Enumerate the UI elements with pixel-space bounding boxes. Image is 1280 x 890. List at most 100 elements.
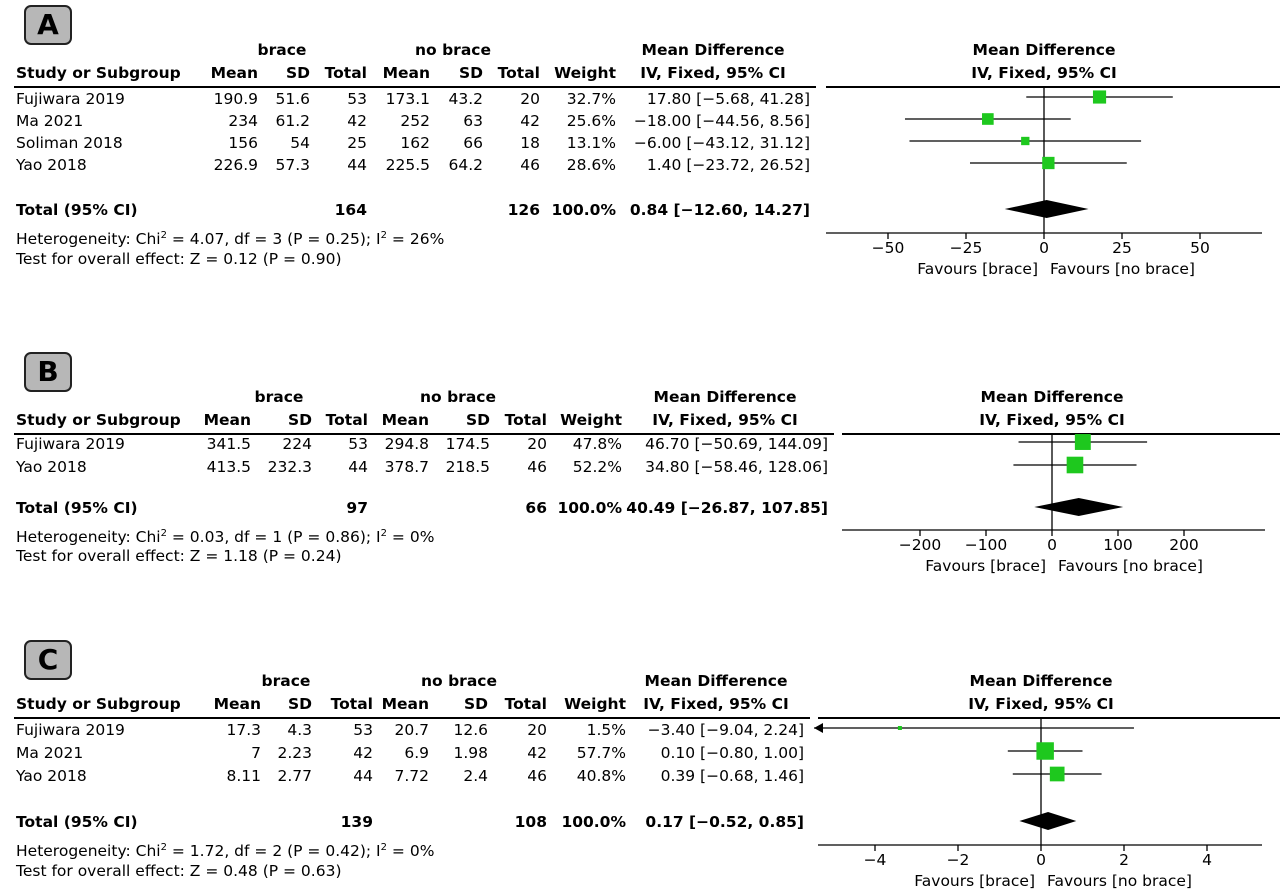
- panel-b-label: B: [24, 352, 72, 392]
- panel-c-row-ci: 0.10 [−0.80, 1.00]: [660, 744, 804, 762]
- panel-b-favours-left: Favours [brace]: [925, 557, 1046, 575]
- panel-c-overall-effect: Test for overall effect: Z = 0.48 (P = 0…: [16, 862, 342, 880]
- panel-a-row-weight: 13.1%: [566, 134, 616, 152]
- panel-c-label: C: [24, 640, 72, 680]
- panel-a-row-ci: −6.00 [−43.12, 31.12]: [633, 134, 810, 152]
- panel-b-plot-header-mean-difference: Mean Difference: [980, 388, 1124, 406]
- panel-c-row-study: Fujiwara 2019: [16, 721, 125, 739]
- panel-a-row-e-sd: 57.3: [275, 156, 310, 174]
- panel-a-x-tick-label: 50: [1190, 239, 1210, 257]
- panel-c-x-tick-label: −4: [864, 851, 887, 869]
- panel-a-point-square: [1021, 136, 1030, 146]
- panel-a-row-c-sd: 63: [463, 112, 483, 130]
- panel-c-row-ci: 0.39 [−0.68, 1.46]: [660, 767, 804, 785]
- panel-b-point-square: [1074, 434, 1091, 450]
- panel-a-point-square: [1092, 90, 1107, 104]
- panel-c-row-study: Yao 2018: [16, 767, 87, 785]
- panel-c-plot-header-rule: [818, 717, 1280, 719]
- panel-b-total-label: Total (95% CI): [16, 499, 138, 517]
- panel-b-total-e-total: 97: [346, 499, 368, 517]
- panel-a-header-no-brace: no brace: [415, 41, 491, 59]
- panel-b-row-weight: 47.8%: [572, 435, 622, 453]
- panel-b-row-c-total: 20: [527, 435, 547, 453]
- panel-c-header-e-total: Total: [330, 695, 373, 713]
- panel-c-row-weight: 1.5%: [586, 721, 626, 739]
- panel-b-row-c-total: 46: [527, 458, 547, 476]
- panel-b-x-tick-label: −100: [965, 536, 1008, 554]
- panel-c-row-e-total: 53: [353, 721, 373, 739]
- panel-c-row-c-total: 20: [527, 721, 547, 739]
- panel-a-header-e-mean: Mean: [210, 64, 258, 82]
- panel-a-x-tick-label: −50: [872, 239, 905, 257]
- panel-a-heterogeneity: Heterogeneity: Chi2 = 4.07, df = 3 (P = …: [16, 230, 445, 249]
- panel-c-point-square: [1049, 766, 1065, 782]
- panel-b-header-mean-difference: Mean Difference: [653, 388, 797, 406]
- panel-b-row-e-mean: 341.5: [206, 435, 251, 453]
- panel-c-row-e-mean: 8.11: [226, 767, 261, 785]
- panel-a-x-tick-label: 25: [1112, 239, 1132, 257]
- panel-b-row-c-mean: 294.8: [384, 435, 429, 453]
- panel-a-row-c-sd: 66: [463, 134, 483, 152]
- panel-c-header-c-total: Total: [504, 695, 547, 713]
- panel-a-total-ci: 0.84 [−12.60, 14.27]: [629, 201, 810, 219]
- panel-b-favours-right: Favours [no brace]: [1058, 557, 1203, 575]
- panel-a-header-e-total: Total: [324, 64, 367, 82]
- panel-b-row-e-sd: 232.3: [267, 458, 312, 476]
- panel-c-row-c-mean: 20.7: [394, 721, 429, 739]
- panel-a-row-e-mean: 156: [228, 134, 258, 152]
- panel-a-row-c-total: 18: [520, 134, 540, 152]
- panel-a-total-c-total: 126: [507, 201, 540, 219]
- panel-b-x-tick-label: 100: [1103, 536, 1133, 554]
- panel-a-row-e-total: 25: [347, 134, 367, 152]
- panel-b-plot-header-rule: [842, 433, 1280, 435]
- panel-c-row-ci: −3.40 [−9.04, 2.24]: [647, 721, 804, 739]
- panel-c-row-weight: 57.7%: [576, 744, 626, 762]
- panel-c-header-brace: brace: [261, 672, 311, 690]
- panel-c-row-c-mean: 7.72: [394, 767, 429, 785]
- panel-a-header-brace: brace: [257, 41, 307, 59]
- panel-b-row-study: Fujiwara 2019: [16, 435, 125, 453]
- panel-b-row-ci: 46.70 [−50.69, 144.09]: [645, 435, 828, 453]
- panel-b-row-weight: 52.2%: [572, 458, 622, 476]
- panel-a-row-e-sd: 61.2: [275, 112, 310, 130]
- panel-a-total-weight: 100.0%: [551, 201, 616, 219]
- panel-c-row-c-sd: 12.6: [453, 721, 488, 739]
- panel-a-header-study: Study or Subgroup: [16, 64, 181, 82]
- panel-a-total-e-total: 164: [334, 201, 367, 219]
- panel-b-header-no-brace: no brace: [420, 388, 496, 406]
- panel-b-header-c-total: Total: [504, 411, 547, 429]
- panel-a-row-weight: 32.7%: [566, 90, 616, 108]
- panel-c-total-e-total: 139: [340, 813, 373, 831]
- panel-c-row-e-sd: 2.23: [277, 744, 312, 762]
- panel-c-total-c-total: 108: [514, 813, 547, 831]
- panel-c-point-square: [1036, 742, 1054, 760]
- panel-b-row-c-sd: 174.5: [445, 435, 490, 453]
- panel-a-header-c-sd: SD: [458, 64, 483, 82]
- panel-a-x-tick-label: 0: [1039, 239, 1049, 257]
- panel-a-row-e-mean: 190.9: [213, 90, 258, 108]
- panel-c-header-c-sd: SD: [463, 695, 488, 713]
- panel-c-row-e-total: 42: [353, 744, 373, 762]
- panel-b-x-tick-label: 200: [1169, 536, 1199, 554]
- panel-a-row-ci: −18.00 [−44.56, 8.56]: [633, 112, 810, 130]
- panel-a-row-e-mean: 226.9: [213, 156, 258, 174]
- panel-a-row-e-sd: 54: [290, 134, 310, 152]
- panel-c-header-mean-difference: Mean Difference: [644, 672, 788, 690]
- panel-a-row-c-mean: 225.5: [385, 156, 430, 174]
- panel-c-row-weight: 40.8%: [576, 767, 626, 785]
- panel-c-row-e-sd: 2.77: [277, 767, 312, 785]
- panel-b-row-study: Yao 2018: [16, 458, 87, 476]
- panel-c-heterogeneity: Heterogeneity: Chi2 = 1.72, df = 2 (P = …: [16, 842, 435, 861]
- panel-a-row-c-sd: 64.2: [448, 156, 483, 174]
- panel-c-row-c-mean: 6.9: [404, 744, 429, 762]
- panel-c-plot-header-method: IV, Fixed, 95% CI: [968, 695, 1114, 713]
- panel-b-heterogeneity: Heterogeneity: Chi2 = 0.03, df = 1 (P = …: [16, 528, 435, 547]
- panel-a-plot-header-mean-difference: Mean Difference: [972, 41, 1116, 59]
- panel-a-total-diamond: [1004, 200, 1089, 218]
- panel-a-plot-header-method: IV, Fixed, 95% CI: [971, 64, 1117, 82]
- panel-c-x-tick-label: −2: [947, 851, 970, 869]
- panel-b-row-e-sd: 224: [282, 435, 312, 453]
- panel-c-row-e-mean: 7: [251, 744, 261, 762]
